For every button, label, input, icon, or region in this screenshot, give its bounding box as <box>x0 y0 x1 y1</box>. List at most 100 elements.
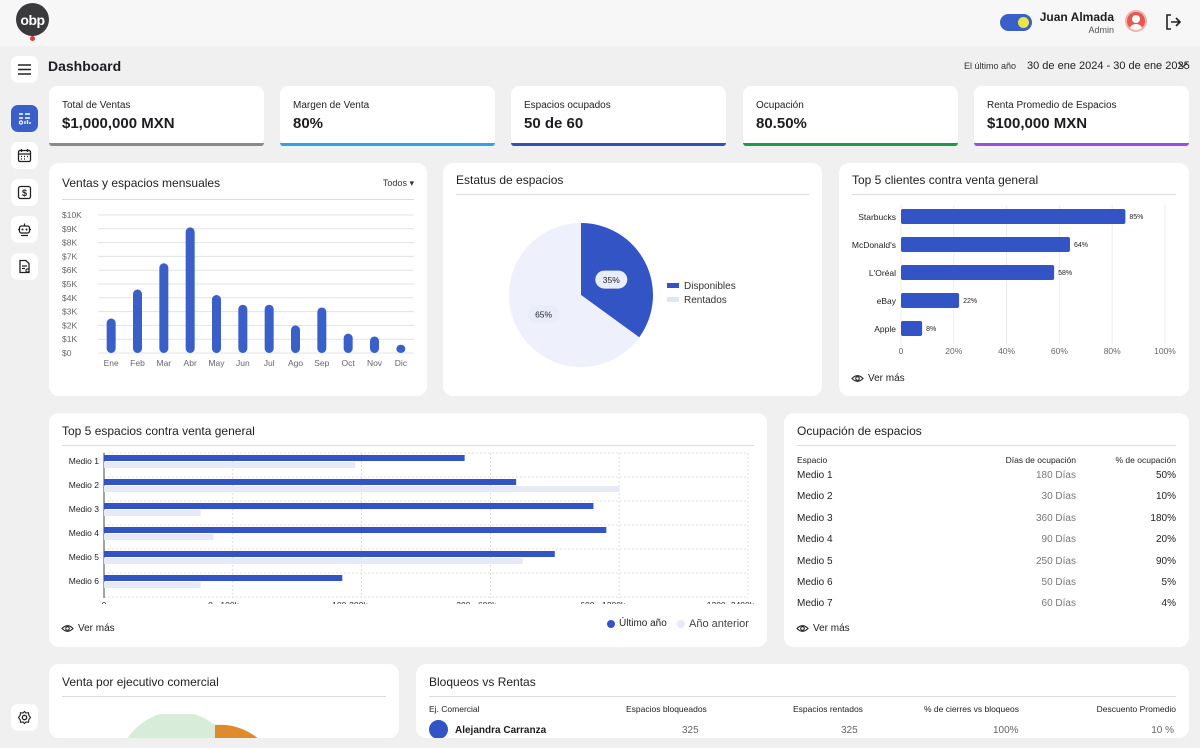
category-label: L'Oréal <box>869 268 896 278</box>
bar[interactable] <box>317 307 327 353</box>
category-label: McDonald's <box>852 240 896 250</box>
bar[interactable] <box>104 582 201 588</box>
y-tick-label: $0 <box>62 348 72 358</box>
avatar[interactable] <box>1125 10 1147 32</box>
logout-icon[interactable] <box>1163 12 1183 32</box>
bar[interactable] <box>104 486 620 492</box>
executive-avatar <box>429 720 448 738</box>
bar[interactable] <box>104 534 214 540</box>
space-occupancy-panel: Ocupación de espacios Espacio Días de oc… <box>784 413 1189 647</box>
column-header-close-rate: % de cierres vs bloqueos <box>924 704 1019 714</box>
pie-slice[interactable] <box>509 223 640 367</box>
svg-text:$: $ <box>22 188 27 198</box>
legend-marker <box>667 297 679 302</box>
bar[interactable] <box>396 344 406 353</box>
document-icon <box>19 259 30 274</box>
kpi-accent-bar <box>49 143 264 146</box>
pie-slice-orange <box>215 724 258 738</box>
top-bar: obp Juan Almada Admin <box>0 0 1200 46</box>
bar[interactable] <box>264 304 274 353</box>
bar[interactable] <box>212 295 221 353</box>
bar[interactable] <box>291 325 300 353</box>
y-tick-label: $5K <box>62 279 77 289</box>
x-tick-label: 0 - 100k <box>208 600 239 604</box>
bar[interactable] <box>901 265 1055 280</box>
bar[interactable] <box>343 333 353 353</box>
see-more-link[interactable]: Ver más <box>61 622 115 635</box>
x-tick-label: 60% <box>1051 346 1068 356</box>
kpi-label: Margen de Venta <box>293 100 370 111</box>
bar[interactable] <box>104 551 555 557</box>
filter-dropdown[interactable]: Todos ▾ <box>383 178 414 189</box>
bar[interactable] <box>104 479 517 485</box>
bar[interactable] <box>104 510 201 516</box>
occupancy-percent: 90% <box>1155 555 1176 567</box>
data-label: 64% <box>1074 242 1088 249</box>
occupancy-days: 180 Días <box>1035 470 1076 481</box>
kpi-value: $100,000 MXN <box>987 115 1088 132</box>
panel-title: Top 5 espacios contra venta general <box>62 424 255 438</box>
bar[interactable] <box>238 304 248 353</box>
x-tick-label: Ago <box>288 358 303 368</box>
legend-marker <box>667 283 679 288</box>
space-name: Medio 3 <box>797 512 833 524</box>
occupancy-percent: 4% <box>1161 598 1176 610</box>
x-tick-label: Jun <box>236 358 250 368</box>
theme-toggle[interactable] <box>1000 14 1032 31</box>
pie-label-pill <box>527 305 560 324</box>
top-clients-panel: Top 5 clientes contra venta general 0 20%… <box>839 163 1189 396</box>
pie-label: 35% <box>603 275 620 285</box>
sidebar-item-dashboard[interactable] <box>11 105 38 132</box>
x-tick-label: 600 - 1200k <box>580 600 626 604</box>
bar[interactable] <box>133 289 142 353</box>
spaces-bar-chart: 0 0 - 100k 100-200k 300 - 600k 600 - 1200k 12… <box>69 452 755 604</box>
x-tick-label: Sep <box>314 358 329 368</box>
bar[interactable] <box>901 237 1070 252</box>
sidebar-item-reports[interactable] <box>11 253 38 280</box>
sidebar-item-calendar[interactable] <box>11 142 38 169</box>
brand-logo[interactable]: obp <box>16 3 49 41</box>
bar[interactable] <box>185 227 195 353</box>
bar[interactable] <box>901 321 923 336</box>
category-label: Apple <box>874 324 896 334</box>
bar[interactable] <box>104 455 465 461</box>
column-header-discount: Descuento Promedio <box>1096 704 1176 714</box>
see-more-link[interactable]: Ver más <box>851 372 905 385</box>
clients-bar-chart: 0 20% 40% 60% 80% 100% Starbucks 85% McDonald's 6… <box>852 205 1176 356</box>
bar[interactable] <box>104 503 594 509</box>
chevron-down-icon[interactable] <box>1178 61 1188 69</box>
blocked-count: 325 <box>682 725 699 736</box>
date-range-picker[interactable]: 30 de ene 2024 - 30 de ene 2025 <box>1027 60 1190 72</box>
sidebar-item-billing[interactable]: $ <box>11 179 38 206</box>
rented-count: 325 <box>841 725 858 736</box>
sidebar-item-media[interactable] <box>11 216 38 243</box>
bar[interactable] <box>104 558 523 564</box>
x-tick-label: 100% <box>1154 346 1176 356</box>
kpi-card-sales-margin: Margen de Venta 80% <box>280 86 495 146</box>
column-header-space: Espacio <box>797 455 828 465</box>
kpi-label: Renta Promedio de Espacios <box>987 100 1117 111</box>
category-label: Medio 6 <box>69 576 100 586</box>
bar[interactable] <box>159 263 169 353</box>
sidebar-item-settings[interactable] <box>11 704 38 731</box>
panel-title: Ocupación de espacios <box>797 424 922 438</box>
pie-slice-green <box>127 714 215 738</box>
divider <box>62 199 414 200</box>
bar[interactable] <box>104 527 607 533</box>
bar[interactable] <box>104 462 356 468</box>
page-title: Dashboard <box>48 58 122 74</box>
bar[interactable] <box>901 209 1126 224</box>
menu-button[interactable] <box>11 56 38 83</box>
bar[interactable] <box>370 336 379 353</box>
category-label: Medio 5 <box>69 552 100 562</box>
bar[interactable] <box>901 293 960 308</box>
kpi-accent-bar <box>511 143 726 146</box>
occupancy-days: 360 Días <box>1035 512 1076 524</box>
bar[interactable] <box>104 575 343 581</box>
see-more-link[interactable]: Ver más <box>796 622 850 635</box>
x-tick-label: 300 - 600k <box>456 600 497 604</box>
bar[interactable] <box>106 318 116 354</box>
dollar-icon: $ <box>17 185 32 200</box>
hamburger-icon <box>18 64 31 75</box>
monthly-sales-panel: Ventas y espacios mensuales Todos ▾ $0 $1… <box>49 163 427 396</box>
